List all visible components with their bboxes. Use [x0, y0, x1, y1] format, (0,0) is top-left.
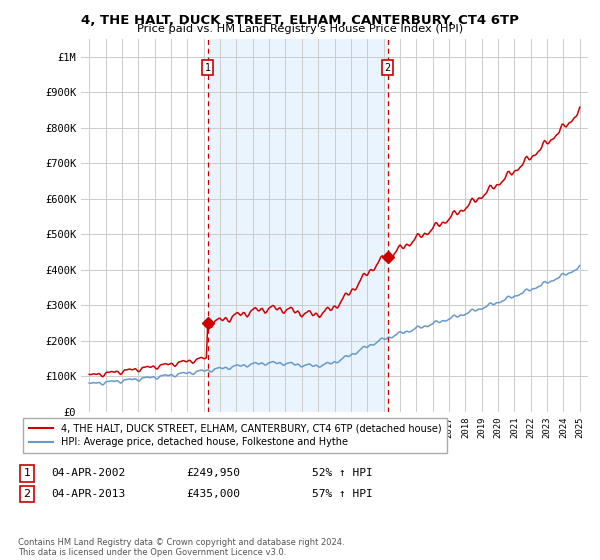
Text: 04-APR-2013: 04-APR-2013 — [51, 489, 125, 499]
Legend: 4, THE HALT, DUCK STREET, ELHAM, CANTERBURY, CT4 6TP (detached house), HPI: Aver: 4, THE HALT, DUCK STREET, ELHAM, CANTERB… — [23, 418, 447, 453]
Text: 1: 1 — [23, 468, 31, 478]
Text: 4, THE HALT, DUCK STREET, ELHAM, CANTERBURY, CT4 6TP: 4, THE HALT, DUCK STREET, ELHAM, CANTERB… — [81, 14, 519, 27]
Text: £249,950: £249,950 — [186, 468, 240, 478]
Text: 52% ↑ HPI: 52% ↑ HPI — [312, 468, 373, 478]
Text: Price paid vs. HM Land Registry's House Price Index (HPI): Price paid vs. HM Land Registry's House … — [137, 24, 463, 34]
Text: Contains HM Land Registry data © Crown copyright and database right 2024.
This d: Contains HM Land Registry data © Crown c… — [18, 538, 344, 557]
Text: 04-APR-2002: 04-APR-2002 — [51, 468, 125, 478]
Text: 2: 2 — [385, 63, 391, 73]
Text: 1: 1 — [205, 63, 211, 73]
Bar — [208, 39, 388, 412]
Text: £435,000: £435,000 — [186, 489, 240, 499]
Text: 57% ↑ HPI: 57% ↑ HPI — [312, 489, 373, 499]
Text: 2: 2 — [23, 489, 31, 499]
